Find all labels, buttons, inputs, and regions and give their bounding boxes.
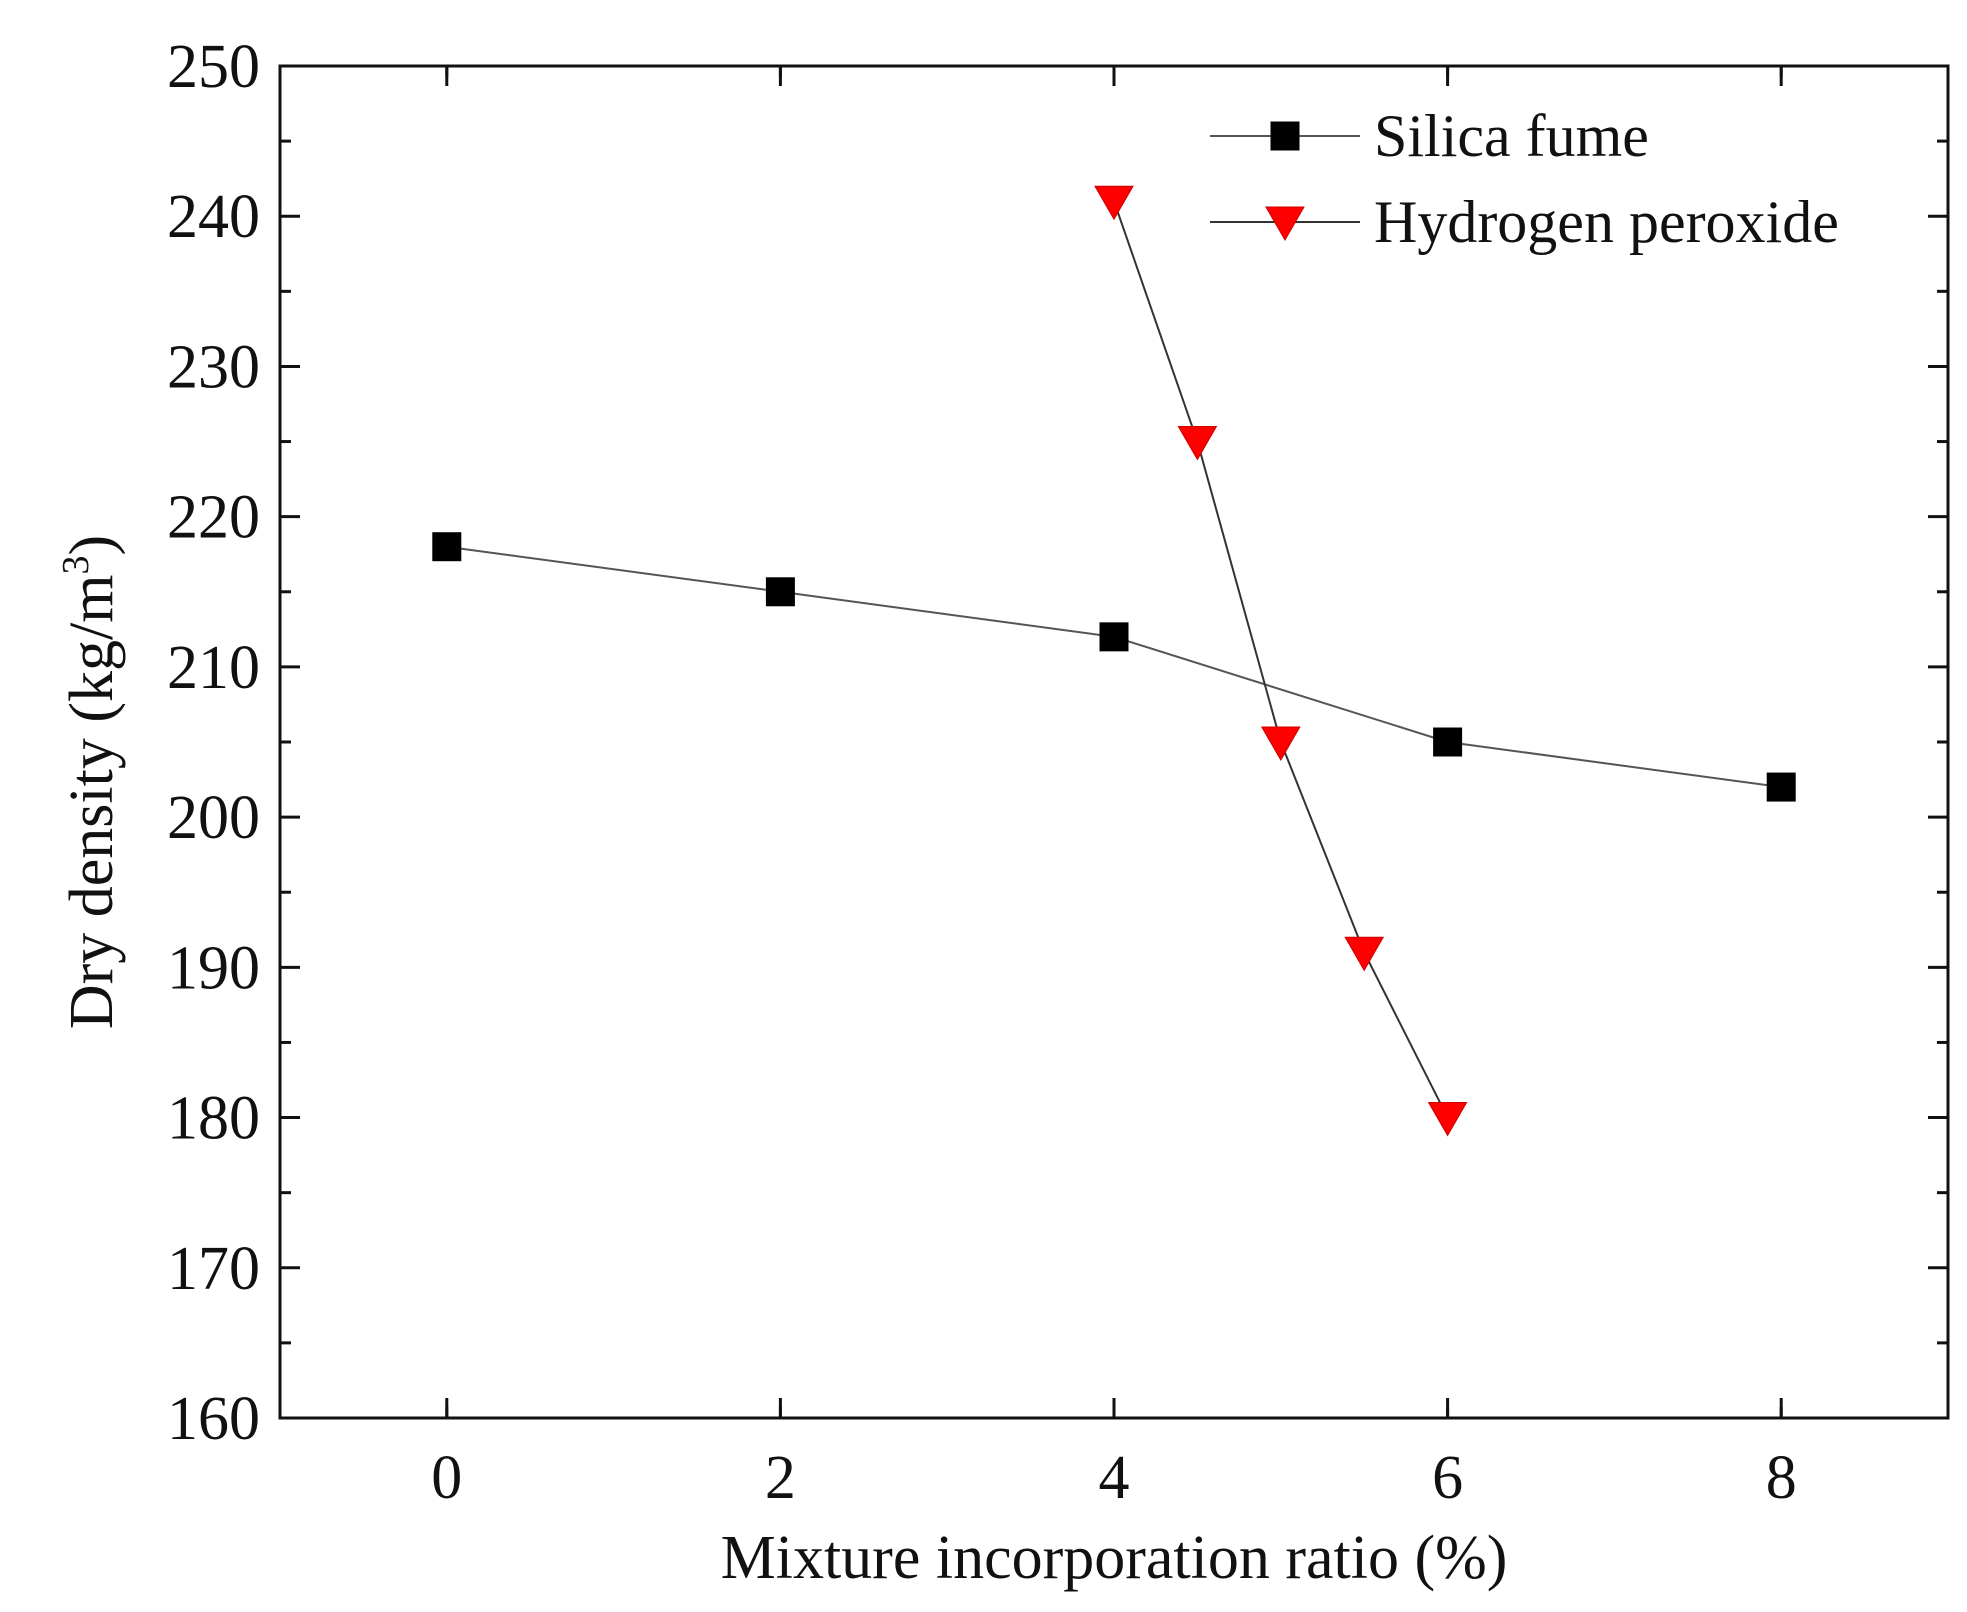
y-tick-label: 190: [167, 934, 260, 1002]
series-layer: [432, 185, 1796, 1137]
data-point: [1177, 426, 1218, 461]
y-tick-label: 230: [167, 333, 260, 401]
legend-marker: [1270, 121, 1300, 151]
data-point: [1094, 185, 1134, 221]
y-tick-label: 170: [167, 1235, 260, 1303]
x-tick-label: 6: [1432, 1444, 1463, 1512]
y-tick-label: 160: [167, 1385, 260, 1453]
legend-item: Silica fume: [1210, 103, 1649, 169]
x-tick-labels: 0 2 4 6 8: [431, 1444, 1796, 1512]
plot-area-frame: [278, 64, 1950, 1420]
y-axis-title-main: Dry density (kg/m: [58, 575, 126, 1030]
x-tick-label: 4: [1099, 1444, 1130, 1512]
y-tick-label: 180: [167, 1085, 260, 1153]
legend-item: Hydrogen peroxide: [1210, 189, 1839, 255]
x-tick-label: 0: [431, 1444, 462, 1512]
ticks-layer: [280, 64, 1948, 1420]
legend-label: Hydrogen peroxide: [1374, 189, 1839, 255]
y-tick-label: 240: [167, 183, 260, 251]
y-tick-label: 220: [167, 484, 260, 552]
y-tick-label: 200: [167, 784, 260, 852]
data-point: [1344, 936, 1385, 972]
data-point: [432, 532, 462, 562]
y-tick-label: 210: [167, 634, 260, 702]
data-point: [1099, 622, 1129, 652]
y-axis-title: Dry density (kg/m3): [55, 535, 126, 1029]
y-tick-label: 250: [167, 33, 260, 101]
data-point: [1433, 727, 1463, 757]
y-axis-title-superscript: 3: [55, 556, 97, 575]
series-hydrogen-peroxide: [1094, 185, 1468, 1137]
legend-marker: [1265, 206, 1305, 242]
series-line: [1113, 200, 1449, 1119]
x-tick-label: 2: [765, 1444, 796, 1512]
data-point: [1766, 772, 1796, 802]
y-axis-title-close: ): [58, 535, 126, 556]
x-tick-label: 8: [1766, 1444, 1797, 1512]
series-silica-fume: [432, 532, 1796, 802]
legend-label: Silica fume: [1374, 103, 1649, 169]
x-axis-title: Mixture incorporation ratio (%): [721, 1524, 1508, 1592]
data-point: [765, 577, 795, 607]
data-point: [1427, 1102, 1468, 1137]
y-tick-labels: 160 170 180 190 200 210 220 230 240 250: [167, 33, 260, 1453]
legend: Silica fume Hydrogen peroxide: [1210, 103, 1839, 255]
data-point: [1260, 726, 1301, 762]
series-line: [446, 545, 1782, 789]
